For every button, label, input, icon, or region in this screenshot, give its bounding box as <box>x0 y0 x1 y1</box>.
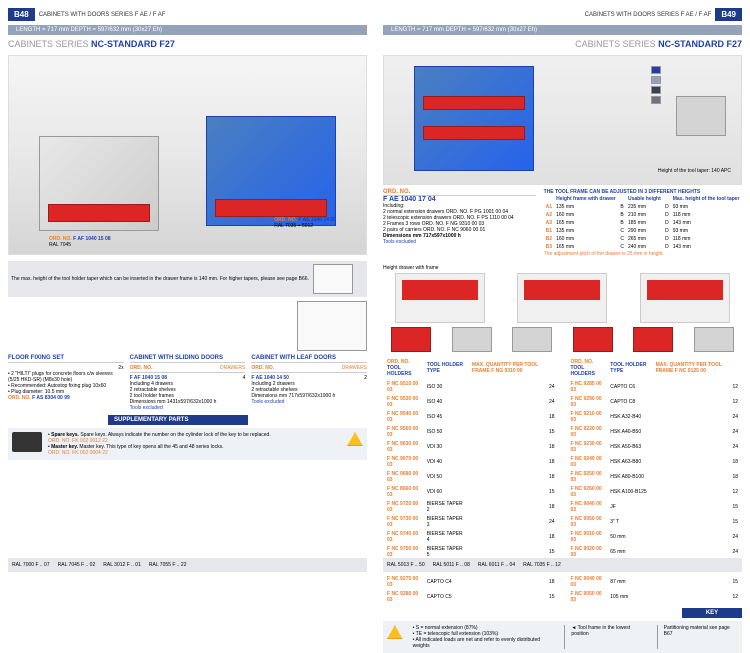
key-section: • S = normal extension (87%) • TE = tele… <box>383 621 742 653</box>
supp-box: • Spare keys. Spare keys. Always indicat… <box>8 428 367 460</box>
sliding-col: CABINET WITH SLIDING DOORS ORD. NO. DRAW… <box>130 355 246 411</box>
page-number: B49 <box>715 8 742 21</box>
taper-drawing <box>313 264 353 294</box>
right-page: CABINETS WITH DOORS SERIES F AE / F AF B… <box>375 0 750 576</box>
right-cab-label: ORD. NO. F AE 1040 14 50 RAL 7035 + 5012 <box>274 217 336 229</box>
floor-fix-col: FLOOR FIXING SET 2x • 2 "HILTI" plugs fo… <box>8 355 124 411</box>
main-ord-block: ORD. NO. F AE 1040 17 04 Including: 2 no… <box>383 189 536 261</box>
dimension-bar: LENGTH = 717 mm DEPTH = 597/632 mm (30x2… <box>383 25 742 35</box>
warning-icon <box>387 625 403 639</box>
specs-row: FLOOR FIXING SET 2x • 2 "HILTI" plugs fo… <box>8 355 367 411</box>
supp-header: SUPPLEMENTARY PARTS <box>108 415 248 425</box>
header-text: CABINETS WITH DOORS SERIES F AE / F AF <box>39 12 166 18</box>
dimension-bar: LENGTH = 717 mm DEPTH = 597/632 mm (30x2… <box>8 25 367 35</box>
left-page: B48 CABINETS WITH DOORS SERIES F AE / F … <box>0 0 375 576</box>
blue-cabinet-drawing <box>414 66 534 171</box>
note-bar: The max. height of the tool holder taper… <box>8 261 367 297</box>
key-header: KEY <box>682 608 742 618</box>
page-number: B48 <box>8 8 35 21</box>
header-text: CABINETS WITH DOORS SERIES F AE / F AF <box>585 12 712 18</box>
left-cab-label: ORD. NO. F AF 1040 15 08 RAL 7045 <box>49 236 111 248</box>
gray-cabinet <box>39 136 159 231</box>
key-icon <box>12 432 42 452</box>
drawer-drawings <box>383 273 742 323</box>
pattern-drawing <box>297 301 367 351</box>
heights-table: THE TOOL FRAME CAN BE ADJUSTED IN 3 DIFF… <box>544 189 742 257</box>
hero-image: ORD. NO. F AF 1040 15 08 RAL 7045 ORD. N… <box>8 55 367 255</box>
color-swatches <box>651 66 661 104</box>
header-bar: CABINETS WITH DOORS SERIES F AE / F AF B… <box>383 8 742 21</box>
series-title: CABINETS SERIES NC-STANDARD F27 <box>8 39 367 49</box>
parts-row <box>383 327 742 352</box>
footer-bar: RAL 5013 F .. 50RAL 5011 F .. 08RAL 6011… <box>383 558 742 572</box>
header-bar: B48 CABINETS WITH DOORS SERIES F AE / F … <box>8 8 367 21</box>
series-title: CABINETS SERIES NC-STANDARD F27 <box>383 39 742 49</box>
leaf-col: CABINET WITH LEAF DOORS ORD. NO. DRAWERS… <box>251 355 367 411</box>
footer-bar: RAL 7000 F .. 07RAL 7045 F .. 02RAL 3012… <box>8 558 367 572</box>
warning-icon <box>347 432 363 446</box>
right-hero: Height of the tool taper: 140 APC <box>383 55 742 185</box>
blue-cabinet <box>206 116 336 226</box>
taper-image <box>676 96 726 136</box>
